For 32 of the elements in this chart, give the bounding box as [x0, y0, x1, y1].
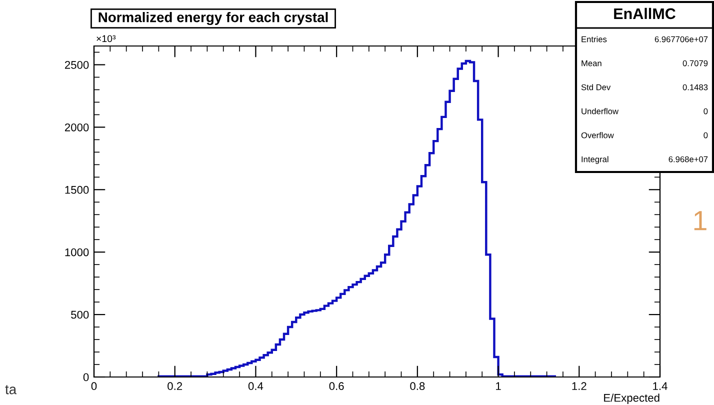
text: 6.968e+07 — [668, 156, 708, 162]
y-tick-label: 0 — [83, 373, 89, 382]
annotation: Overflow — [581, 132, 614, 138]
x-tick-label: 0.8 — [410, 382, 425, 390]
text: 1 — [694, 211, 706, 230]
x-tick-label: 0.6 — [329, 382, 344, 390]
y-tick-label: 2000 — [64, 123, 89, 132]
text: EnAllMC — [614, 8, 676, 20]
x-tick-label: 0 — [91, 382, 97, 390]
annotation: Integral — [582, 156, 608, 164]
text: 0 — [704, 132, 708, 138]
y-tick-label: 2500 — [64, 61, 89, 69]
annotation: Mean — [582, 60, 602, 66]
x-tick-label: 0.4 — [248, 382, 264, 390]
annotation: Underflow — [582, 108, 619, 114]
y-tick-label: 1500 — [65, 186, 89, 194]
x-tick-label: 1.2 — [572, 382, 586, 390]
text: ta — [5, 385, 17, 394]
chart-title: Normalized energy for each crystal — [98, 12, 328, 26]
x-axis-title: E/Expected — [604, 394, 660, 404]
x-tick-label: 1 — [496, 382, 501, 390]
text: 0 — [704, 108, 708, 114]
x-tick-label: 1.4 — [653, 382, 668, 390]
annotation: Std Dev — [581, 84, 611, 90]
text: 0.7079 — [682, 60, 708, 66]
text: Entries — [582, 36, 607, 42]
y-tick-label: 500 — [71, 310, 89, 319]
text: 6.967706e+07 — [654, 36, 708, 42]
y-tick-label: 1000 — [65, 248, 89, 256]
text: ×10³ — [96, 35, 116, 42]
text: 0.1483 — [682, 84, 708, 90]
x-tick-label: 0.2 — [168, 382, 182, 390]
